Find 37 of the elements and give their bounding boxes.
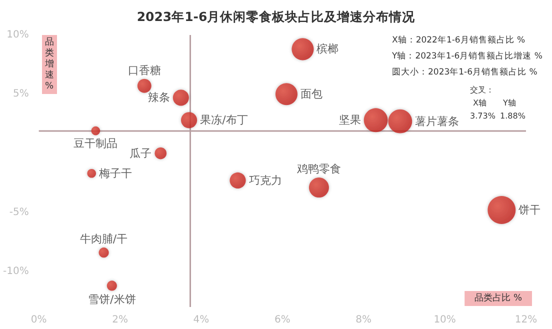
data-label: 辣条 — [148, 91, 170, 104]
data-label: 薯片薯条 — [415, 114, 460, 128]
data-label: 坚果 — [338, 114, 361, 127]
annotation: 1.88% — [500, 112, 526, 120]
annotation: X轴：2022年1-6月销售额占比 % — [392, 34, 526, 46]
data-label: 口香糖 — [128, 64, 161, 77]
annotation: Y轴：2023年1-6月销售额占比增速 % — [391, 50, 542, 62]
data-label: 雪饼/米饼 — [88, 292, 136, 306]
data-label: 巧克力 — [248, 174, 282, 187]
data-label: 瓜子 — [130, 146, 152, 160]
data-label: 饼干 — [518, 204, 541, 217]
x-tick-label: 2% — [112, 314, 128, 326]
annotation: X轴 — [473, 98, 486, 108]
y-tick-label: 10% — [6, 30, 29, 40]
data-label: 槟榔 — [316, 42, 339, 56]
data-label: 豆干制品 — [74, 137, 118, 150]
data-label: 果冻/布丁 — [200, 114, 248, 127]
chart-title: 2023年1-6月休闲零食板块占比及增速分布情况 — [136, 9, 416, 24]
data-label: 牛肉脯/干 — [80, 232, 128, 246]
x-tick-label: 6% — [274, 314, 290, 326]
data-label: 面包 — [300, 88, 322, 101]
x-axis-title: 品类占比 % — [474, 292, 522, 304]
y-tick-label: -10% — [2, 266, 29, 278]
x-tick-label: 10% — [434, 314, 456, 326]
data-label: 鸡鸭零食 — [296, 162, 341, 176]
annotation: 圆大小：2023年1-6月销售额占比 % — [392, 66, 538, 78]
y-axis-title: 品类增速% — [44, 36, 54, 92]
x-tick-label: 8% — [356, 314, 372, 326]
y-tick-label: 5% — [12, 88, 29, 100]
annotation: 交叉： — [470, 86, 494, 94]
y-tick-label: -5% — [9, 206, 29, 218]
annotation: 3.73% — [470, 112, 496, 120]
x-tick-label: 4% — [193, 314, 210, 326]
data-label: 梅子干 — [98, 166, 132, 180]
x-tick-label: 0% — [30, 314, 47, 326]
x-tick-label: 12% — [514, 314, 538, 326]
annotation: Y轴 — [502, 98, 516, 108]
